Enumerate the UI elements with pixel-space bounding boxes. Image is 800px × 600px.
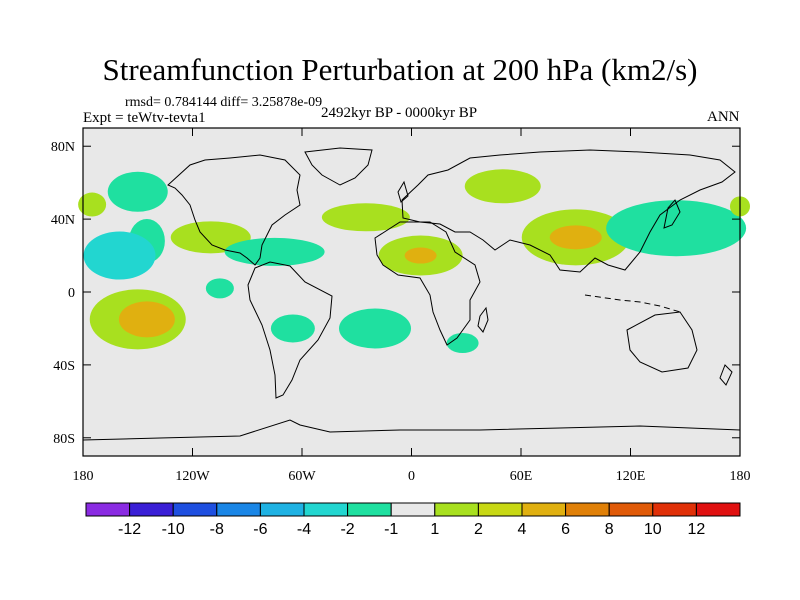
colorbar-label: 2 (474, 521, 483, 538)
map-background (83, 128, 740, 456)
colorbar-swatch (259, 502, 305, 517)
colorbar-swatch (565, 502, 610, 517)
anomaly-blob (339, 308, 411, 349)
anomaly-blob (404, 247, 437, 264)
colorbar-label: -6 (253, 521, 267, 538)
experiment-label: Expt = teWtv-tevta1 (83, 110, 206, 126)
coast-japan (663, 199, 681, 229)
colorbar-swatch (477, 502, 523, 517)
anomaly-blob (224, 237, 325, 266)
colorbar-label: 8 (605, 521, 614, 538)
colorbar-swatch (216, 502, 261, 517)
colorbar-label: -12 (118, 521, 141, 538)
x-tick-label: 0 (408, 469, 415, 484)
coast-eurasia (401, 149, 736, 273)
x-tick-label: 120E (616, 469, 646, 484)
coast-north-america (167, 154, 301, 266)
anomaly-blob (464, 169, 541, 204)
x-tick-label: 120W (175, 469, 210, 484)
anomaly-blob (205, 278, 234, 299)
colorbar-label: -4 (297, 521, 311, 538)
colorbar: -12 -10 -8 -6 -4 -2 -1 1 2 4 6 8 10 12 (85, 502, 741, 538)
colorbar-swatch (129, 502, 174, 517)
anomaly-blob (78, 192, 107, 217)
colorbar-label: 1 (430, 521, 439, 538)
colorbar-swatch (85, 502, 131, 517)
anomaly-blob (83, 231, 156, 280)
axes: 180 120W 60W 0 60E 120E 180 80N 40N 0 40S 80S (51, 128, 751, 484)
colorbar-label: 10 (644, 521, 662, 538)
anomaly-blob (446, 333, 479, 354)
coast-new-zealand (719, 364, 733, 386)
x-tick-label: 180 (73, 469, 94, 484)
anomaly-blob (606, 200, 747, 257)
y-tick-label: 40S (53, 359, 75, 374)
y-tick-label: 40N (51, 213, 75, 228)
colorbar-swatch (695, 502, 741, 517)
y-tick-label: 0 (68, 286, 75, 301)
colorbar-swatch (652, 502, 697, 517)
anomaly-blob (107, 171, 168, 212)
anomaly-blob (321, 203, 410, 232)
colorbar-label: 12 (688, 521, 706, 538)
coast-greenland (304, 147, 373, 186)
colorbar-label: -8 (210, 521, 224, 538)
coast-indonesia (584, 294, 681, 313)
anomaly-blob (118, 301, 175, 338)
x-tick-label: 60E (510, 469, 533, 484)
colorbar-swatch (303, 502, 349, 517)
colorbar-swatch (172, 502, 218, 517)
x-tick-label: 60W (288, 469, 316, 484)
coast-uk (397, 180, 409, 203)
colorbar-swatch (347, 502, 392, 517)
colorbar-label: -1 (384, 521, 398, 538)
colorbar-label: -2 (340, 521, 354, 538)
coast-madagascar (477, 306, 489, 333)
coast-south-america (247, 261, 333, 399)
colorbar-label: 4 (518, 521, 527, 538)
coast-antarctica (82, 419, 741, 441)
colorbar-swatch (521, 502, 567, 517)
coastlines (82, 147, 741, 441)
anomaly-blob (549, 225, 602, 250)
y-tick-label: 80N (51, 140, 75, 155)
x-tick-label: 180 (730, 469, 751, 484)
coast-australia (626, 311, 698, 373)
colorbar-label: 6 (561, 521, 570, 538)
colorbar-swatch (390, 502, 436, 517)
anomaly-layer (78, 169, 750, 354)
chart-title: Streamfunction Perturbation at 200 hPa (… (102, 52, 698, 87)
coast-africa (374, 221, 481, 346)
anomaly-blob (270, 314, 315, 343)
colorbar-swatch (434, 502, 479, 517)
y-tick-label: 80S (53, 432, 75, 447)
colorbar-swatch (608, 502, 654, 517)
period-label: 2492kyr BP - 0000kyr BP (321, 105, 478, 121)
colorbar-label: -10 (162, 521, 185, 538)
season-label: ANN (707, 109, 740, 125)
stats-text: rmsd= 0.784144 diff= 3.25878e-09 (125, 95, 323, 110)
